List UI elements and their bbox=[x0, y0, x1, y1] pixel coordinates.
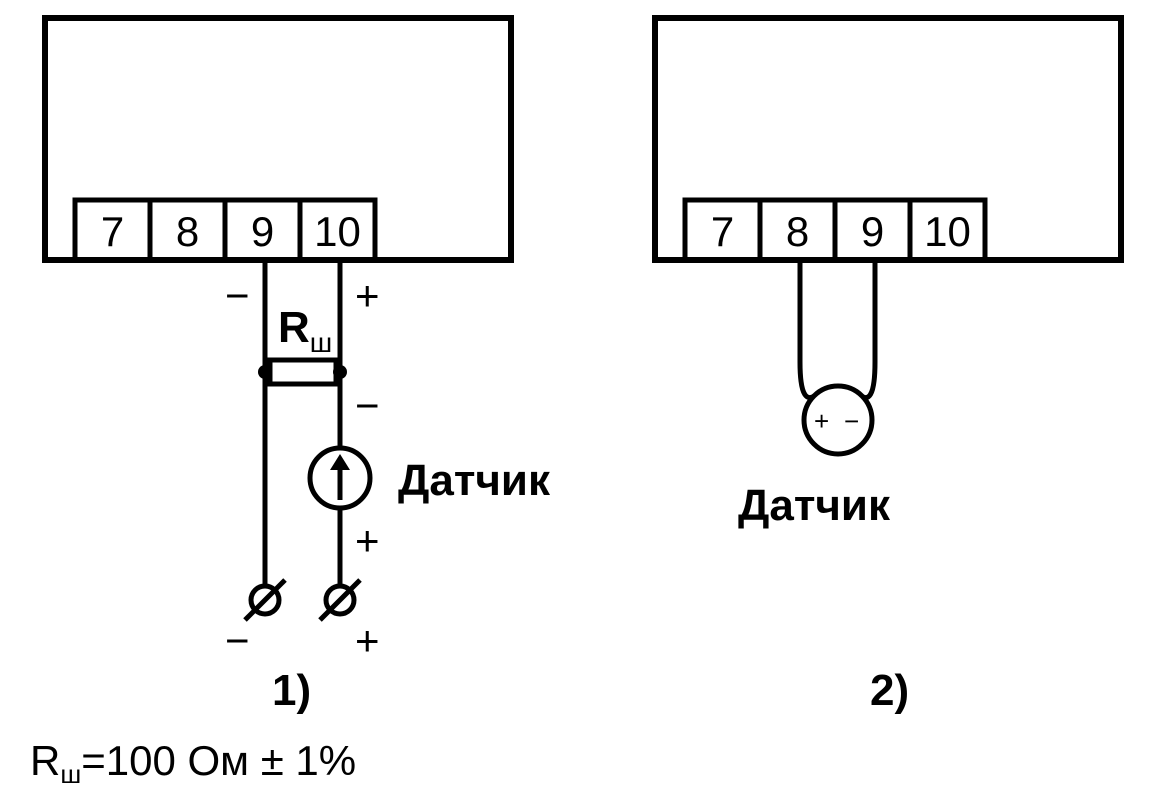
diagram2-terminal-label-8: 8 bbox=[786, 208, 809, 255]
d1-sign-minus-below-res: − bbox=[355, 382, 380, 429]
d1-sign-plus-bottom: + bbox=[355, 617, 380, 664]
diagram1-terminal-label-10: 10 bbox=[314, 208, 361, 255]
diagram2-terminal-label-9: 9 bbox=[861, 208, 884, 255]
d2-figure-number: 2) bbox=[870, 666, 909, 715]
d1-sensor-label: Датчик bbox=[398, 456, 551, 505]
diagram2-terminal-label-7: 7 bbox=[711, 208, 734, 255]
d1-sign-plus-10: + bbox=[355, 272, 380, 319]
canvas-bg bbox=[0, 0, 1167, 802]
d1-resistor-body bbox=[270, 360, 336, 384]
d2-sensor-label: Датчик bbox=[738, 481, 891, 530]
d1-sign-minus-9: − bbox=[225, 272, 250, 319]
diagram1-terminal-label-7: 7 bbox=[101, 208, 124, 255]
d1-sign-plus-below-src: + bbox=[355, 517, 380, 564]
d1-figure-number: 1) bbox=[272, 666, 311, 715]
diagram2-terminal-label-10: 10 bbox=[924, 208, 971, 255]
d2-sign-minus-inside: − bbox=[844, 406, 859, 436]
d2-sign-plus-inside: + bbox=[814, 406, 829, 436]
diagram1-terminal-label-9: 9 bbox=[251, 208, 274, 255]
d1-sign-minus-bottom: − bbox=[225, 617, 250, 664]
diagram1-terminal-label-8: 8 bbox=[176, 208, 199, 255]
